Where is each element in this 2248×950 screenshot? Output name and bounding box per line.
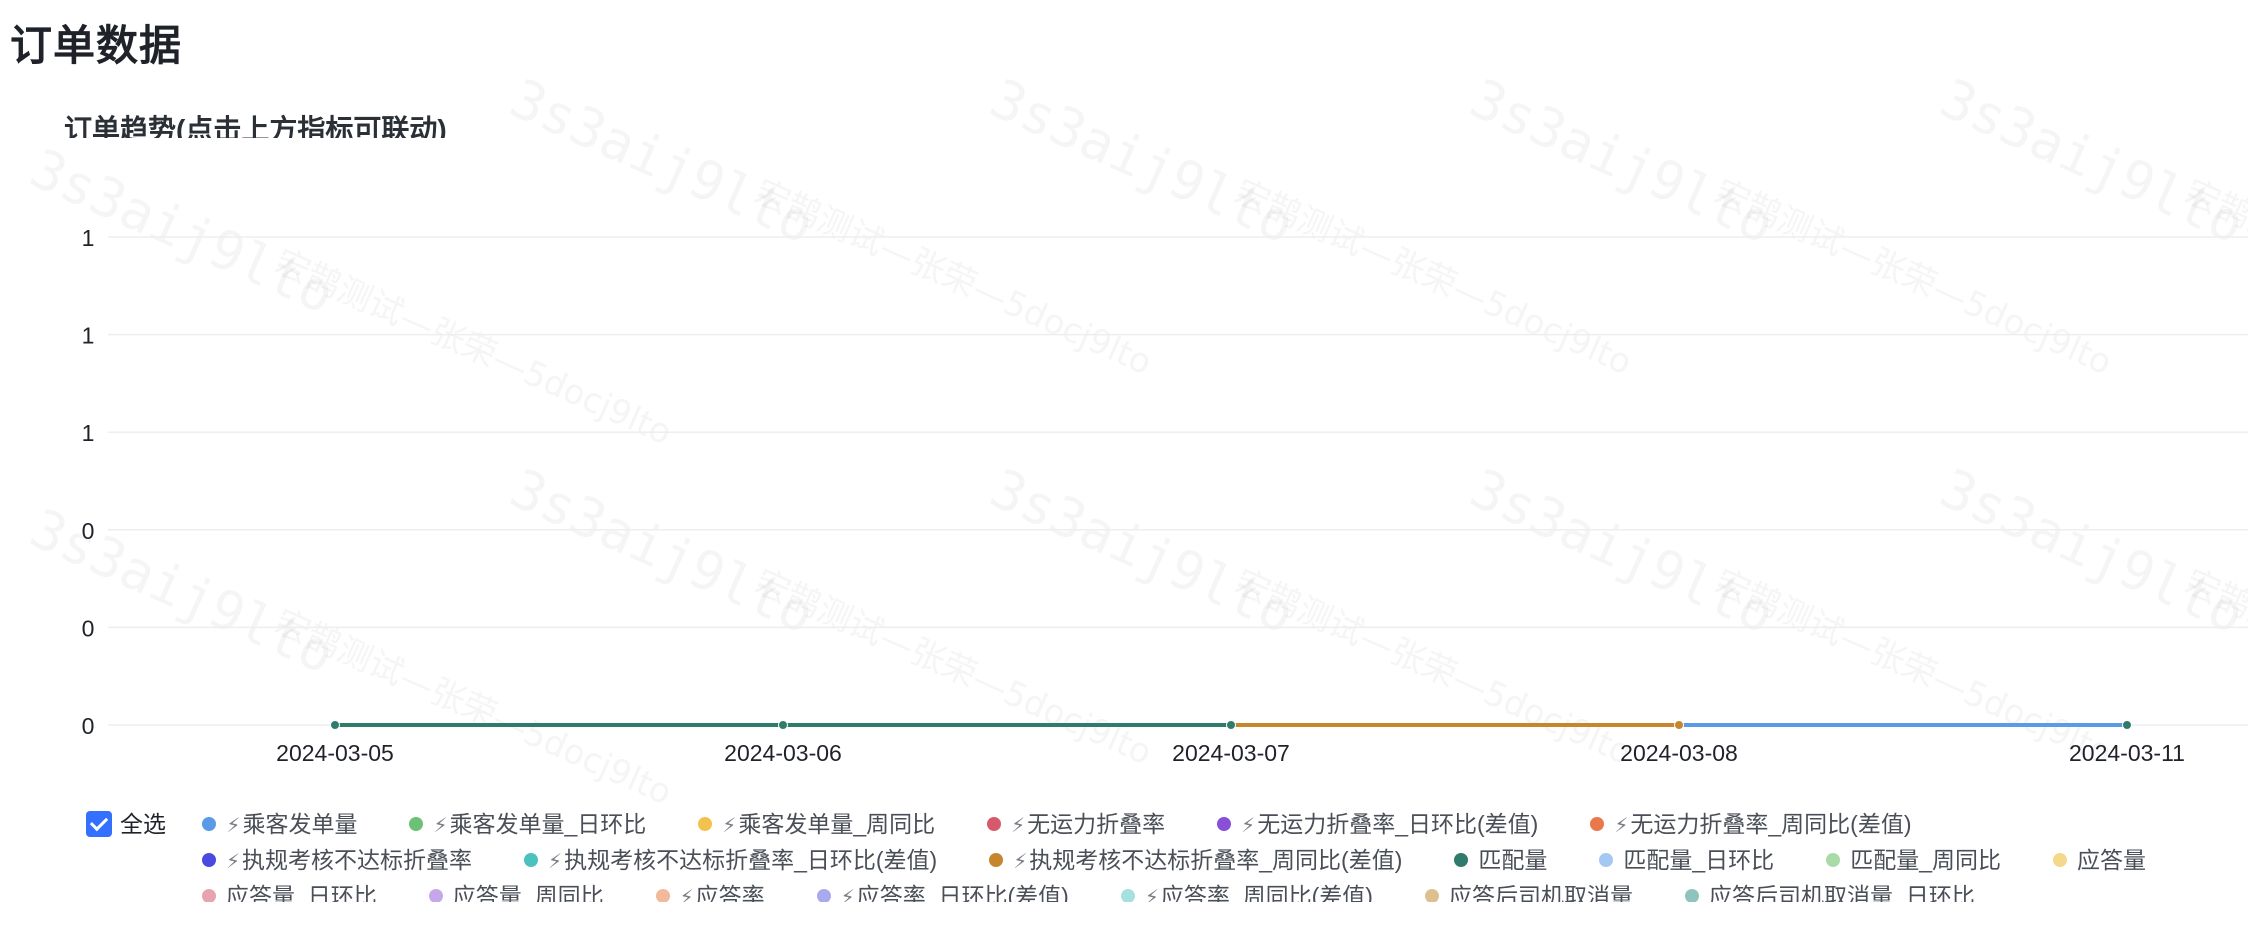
legend-label: 匹配量_日环比 [1623, 847, 1775, 873]
legend-item[interactable]: ⚡应答率 [655, 878, 765, 902]
y-tick-label: 1 [82, 323, 95, 349]
legend-item[interactable]: ⚡执规考核不达标折叠率_日环比(差值) [524, 842, 937, 880]
data-point [330, 720, 340, 730]
legend-dot-icon [1599, 853, 1614, 867]
legend-label: 应答率_日环比(差值) [856, 883, 1069, 902]
legend-dot-icon [524, 853, 539, 867]
legend-dot-icon [1424, 889, 1439, 902]
x-tick-label: 2024-03-06 [724, 740, 842, 766]
legend-label: 乘客发单量_日环比 [449, 811, 647, 837]
select-all-checkbox[interactable]: 全选 [86, 806, 166, 842]
y-tick-label: 1 [82, 420, 95, 446]
legend-dot-icon [202, 817, 217, 831]
formula-icon: ⚡ [433, 815, 448, 837]
formula-icon: ⚡ [722, 815, 737, 837]
formula-icon: ⚡ [226, 851, 241, 873]
x-tick-label: 2024-03-07 [1172, 740, 1290, 766]
legend-item[interactable]: 应答量_周同比 [428, 878, 604, 902]
legend-dot-icon [202, 889, 216, 902]
legend-label: 应答量_日环比 [226, 883, 377, 902]
chart-title: 订单趋势(点击上方指标可联动) [64, 114, 447, 138]
legend-label: 执规考核不达标折叠率_周同比(差值) [1029, 847, 1403, 873]
y-tick-label: 0 [82, 518, 95, 544]
y-tick-label: 0 [82, 615, 95, 641]
legend-item[interactable]: 匹配量_日环比 [1599, 842, 1774, 878]
data-point [1226, 720, 1236, 730]
line-chart: 0 0 0 1 1 1 2024-03-05 2024-03-06 2024-03-07 2024… [82, 225, 2248, 766]
legend-item[interactable]: ⚡乘客发单量 [202, 806, 357, 844]
x-tick-label: 2024-03-08 [1620, 740, 1738, 766]
legend-item[interactable]: 匹配量 [1454, 842, 1547, 878]
legend-label: 应答后司机取消量_日环比 [1708, 883, 1975, 902]
legend-label: 乘客发单量_周同比 [738, 811, 936, 837]
x-tick-label: 2024-03-05 [276, 740, 394, 766]
formula-icon: ⚡ [1144, 887, 1159, 902]
legend-dot-icon [1217, 817, 1232, 831]
legend-dot-icon [428, 889, 443, 902]
formula-icon: ⚡ [1011, 815, 1026, 837]
y-tick-label: 0 [82, 713, 95, 739]
legend-item[interactable]: ⚡应答率_周同比(差值) [1120, 878, 1373, 902]
legend-row: 全选 ⚡乘客发单量 ⚡乘客发单量_日环比 ⚡乘客发单量_周同比 ⚡无运力折叠率 ⚡无运力… [86, 806, 1964, 842]
legend-label: 应答量 [2076, 847, 2146, 873]
legend-item[interactable]: ⚡乘客发单量_日环比 [409, 806, 646, 844]
legend-label: 匹配量_周同比 [1850, 847, 2001, 873]
data-point [778, 720, 788, 730]
legend-dot-icon [816, 889, 831, 902]
legend-item[interactable]: ⚡执规考核不达标折叠率 [202, 842, 472, 880]
formula-icon: ⚡ [1241, 815, 1256, 837]
legend-dot-icon [655, 889, 670, 902]
legend-label: 应答率 [695, 883, 765, 902]
legend-dot-icon [1590, 817, 1605, 831]
legend-item[interactable]: ⚡执规考核不达标折叠率_周同比(差值) [989, 842, 1402, 880]
chart-legend: 全选 ⚡乘客发单量 ⚡乘客发单量_日环比 ⚡乘客发单量_周同比 ⚡无运力折叠率 ⚡无运力… [86, 806, 2248, 902]
checkbox-checked-icon[interactable] [86, 811, 112, 837]
formula-icon: ⚡ [548, 851, 563, 873]
legend-dot-icon [409, 817, 424, 831]
legend-row: ⚡执规考核不达标折叠率 ⚡执规考核不达标折叠率_日环比(差值) ⚡执规考核不达标折叠… [202, 842, 2198, 878]
legend-dot-icon [989, 853, 1004, 867]
legend-item[interactable]: ⚡无运力折叠率_周同比(差值) [1590, 806, 1912, 844]
legend-label: 无运力折叠率_周同比(差值) [1630, 811, 1912, 837]
legend-row: 应答量_日环比 应答量_周同比 ⚡应答率 ⚡应答率_日环比(差值) ⚡应答率_周同比(差… [202, 878, 2027, 902]
legend-item[interactable]: ⚡无运力折叠率_日环比(差值) [1217, 806, 1538, 844]
legend-label: 无运力折叠率_日环比(差值) [1257, 811, 1539, 837]
data-point [1674, 720, 1684, 730]
formula-icon: ⚡ [1614, 815, 1629, 837]
legend-dot-icon [2052, 853, 2067, 867]
legend-dot-icon [1826, 853, 1841, 867]
legend-label: 乘客发单量 [242, 811, 358, 837]
legend-dot-icon [1454, 853, 1469, 867]
legend-dot-icon [987, 817, 1002, 831]
select-all-label: 全选 [120, 811, 166, 837]
legend-item[interactable]: 应答量 [2052, 842, 2146, 878]
formula-icon: ⚡ [1013, 851, 1028, 873]
legend-label: 应答率_周同比(差值) [1160, 883, 1373, 902]
legend-label: 无运力折叠率 [1027, 811, 1166, 837]
legend-label: 匹配量 [1478, 847, 1548, 873]
page-title: 订单数据 [10, 22, 183, 69]
legend-label: 执规考核不达标折叠率_日环比(差值) [564, 847, 938, 873]
legend-dot-icon [698, 817, 713, 831]
legend-dot-icon [1684, 889, 1699, 902]
legend-label: 执规考核不达标折叠率 [242, 847, 473, 873]
data-point [2122, 720, 2132, 730]
formula-icon: ⚡ [840, 887, 855, 902]
formula-icon: ⚡ [679, 887, 694, 902]
x-tick-label: 2024-03-11 [2069, 740, 2185, 766]
y-tick-label: 1 [82, 225, 95, 251]
legend-dot-icon [1120, 889, 1135, 902]
legend-label: 应答后司机取消量 [1448, 883, 1633, 902]
legend-item[interactable]: 应答量_日环比 [202, 878, 377, 902]
legend-dot-icon [202, 853, 216, 867]
legend-item[interactable]: ⚡无运力折叠率 [987, 806, 1165, 844]
legend-label: 应答量_周同比 [452, 883, 604, 902]
legend-item[interactable]: 应答后司机取消量_日环比 [1684, 878, 1975, 902]
formula-icon: ⚡ [226, 815, 241, 837]
legend-item[interactable]: 匹配量_周同比 [1826, 842, 2001, 878]
legend-item[interactable]: 应答后司机取消量 [1424, 878, 1633, 902]
legend-item[interactable]: ⚡应答率_日环比(差值) [816, 878, 1069, 902]
legend-item[interactable]: ⚡乘客发单量_周同比 [698, 806, 935, 844]
